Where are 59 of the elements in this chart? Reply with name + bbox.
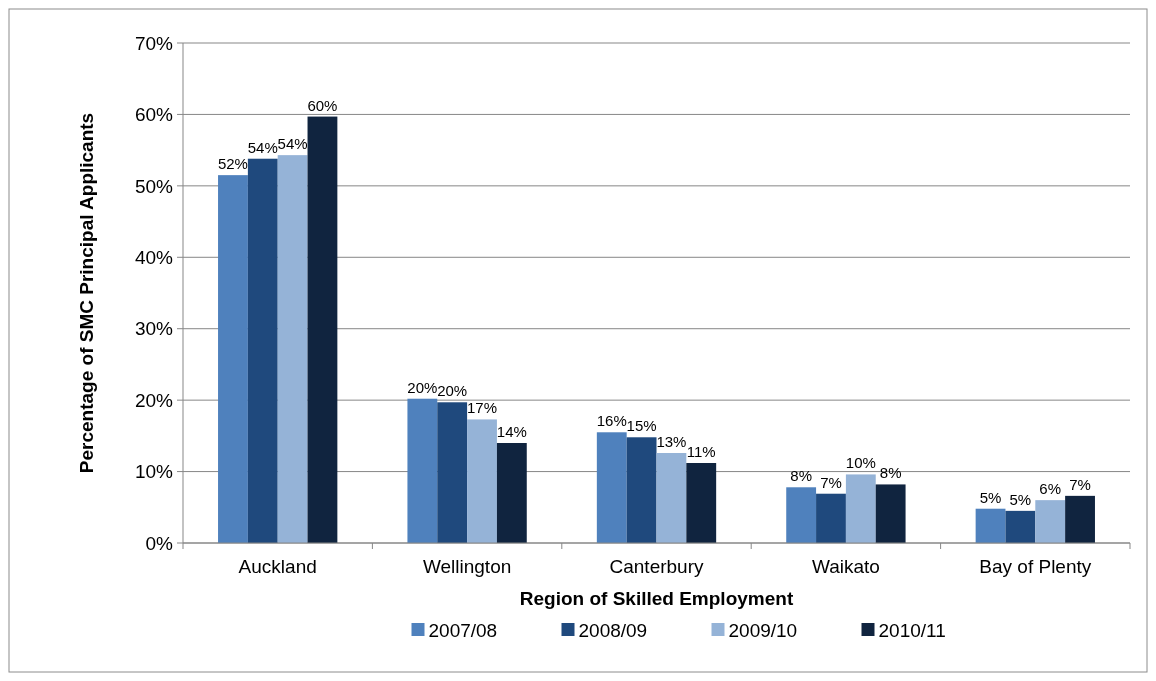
data-label: 8% <box>879 464 902 482</box>
data-label: 6% <box>1039 480 1062 498</box>
data-label: 54% <box>247 138 278 156</box>
y-tick-label: 10% <box>134 461 174 483</box>
legend-label: 2010/11 <box>878 619 946 641</box>
data-label: 5% <box>979 488 1002 506</box>
bar <box>1065 495 1095 543</box>
x-tick-label: Auckland <box>238 556 317 577</box>
bar <box>218 175 248 543</box>
bar <box>1005 510 1036 543</box>
data-label: 10% <box>845 454 876 472</box>
y-tick-label: 60% <box>134 104 174 126</box>
y-tick-label: 70% <box>134 32 174 54</box>
bar <box>247 158 278 543</box>
bar <box>277 155 308 543</box>
data-label: 11% <box>686 443 716 460</box>
bar <box>467 419 497 543</box>
legend-label: 2007/08 <box>428 619 498 641</box>
x-tick-label: Waikato <box>811 556 880 577</box>
bar <box>407 398 438 543</box>
y-tick-label: 50% <box>134 175 174 197</box>
data-label: 15% <box>626 417 657 435</box>
legend-label: 2009/10 <box>728 619 798 641</box>
data-label: 16% <box>596 412 627 430</box>
data-label: 13% <box>656 433 687 450</box>
y-axis-title: Percentage of SMC Principal Applicants <box>76 112 97 474</box>
data-label: 8% <box>790 467 812 485</box>
bar <box>686 463 717 543</box>
bar <box>816 493 846 543</box>
bar <box>496 443 527 543</box>
x-tick-label: Wellington <box>422 556 512 577</box>
y-tick-label: 0% <box>145 532 174 554</box>
bar <box>845 474 876 543</box>
y-tick-label: 30% <box>134 318 174 340</box>
bar <box>656 453 687 543</box>
data-label: 5% <box>1009 490 1032 508</box>
bar <box>786 487 817 543</box>
bar <box>626 437 657 543</box>
data-label: 7% <box>1069 475 1091 493</box>
x-tick-label: Bay of Plenty <box>979 556 1092 577</box>
x-tick-label: Canterbury <box>609 556 704 577</box>
data-label: 60% <box>307 96 338 114</box>
bar <box>596 432 627 543</box>
legend-label: 2008/09 <box>578 619 648 641</box>
bar <box>437 402 468 543</box>
x-axis-title: Region of Skilled Employment <box>519 588 794 609</box>
y-tick-label: 40% <box>134 246 174 268</box>
bar <box>1035 500 1066 543</box>
bar <box>875 484 906 543</box>
data-label: 14% <box>496 423 527 440</box>
bar <box>975 508 1006 543</box>
data-label: 54% <box>277 135 308 153</box>
bar <box>307 116 338 543</box>
data-label: 17% <box>467 399 498 417</box>
data-label: 52% <box>217 155 248 173</box>
y-tick-label: 20% <box>134 389 174 411</box>
data-label: 20% <box>407 378 438 396</box>
data-label: 20% <box>437 382 468 400</box>
data-label: 7% <box>820 473 842 491</box>
